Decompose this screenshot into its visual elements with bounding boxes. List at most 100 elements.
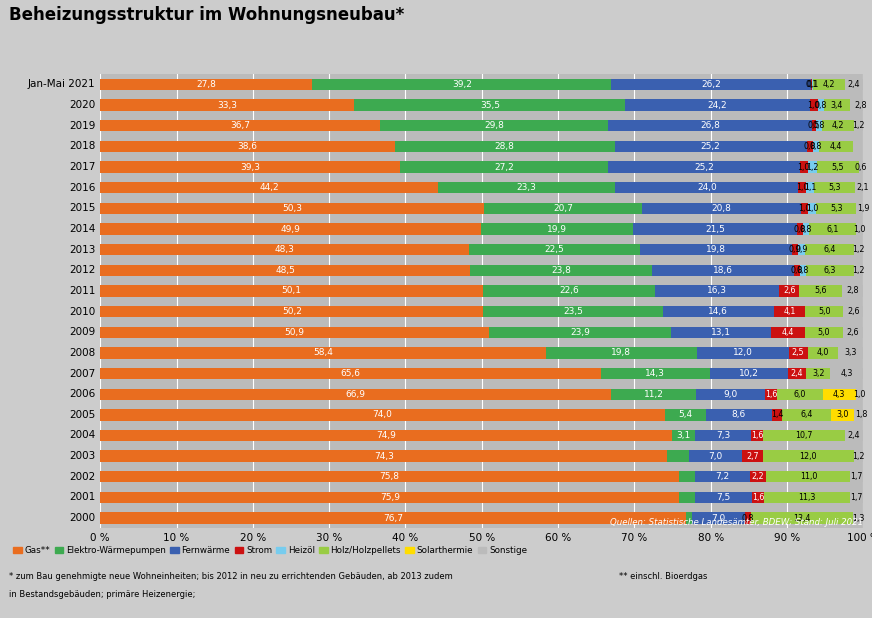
Bar bbox=[100, 347, 546, 358]
Bar bbox=[395, 141, 615, 152]
Text: 3,1: 3,1 bbox=[677, 431, 691, 440]
Bar bbox=[797, 223, 803, 235]
Bar bbox=[469, 244, 640, 255]
Bar bbox=[799, 244, 806, 255]
Bar bbox=[100, 182, 438, 193]
Bar bbox=[849, 99, 871, 111]
Bar bbox=[843, 306, 863, 317]
Text: 1,2: 1,2 bbox=[853, 245, 865, 254]
Bar bbox=[855, 223, 863, 235]
Bar bbox=[806, 182, 814, 193]
Text: 0,8: 0,8 bbox=[794, 224, 806, 234]
Bar bbox=[691, 512, 745, 523]
Text: 4,2: 4,2 bbox=[832, 121, 844, 130]
Text: 20,7: 20,7 bbox=[553, 204, 573, 213]
Text: 0,8: 0,8 bbox=[813, 121, 825, 130]
Bar bbox=[799, 286, 841, 297]
Bar bbox=[483, 306, 663, 317]
Text: 1,2: 1,2 bbox=[853, 266, 865, 275]
Text: 19,8: 19,8 bbox=[706, 245, 726, 254]
Text: 27,8: 27,8 bbox=[196, 80, 216, 89]
Text: 1,6: 1,6 bbox=[752, 493, 764, 502]
Bar bbox=[772, 409, 782, 420]
Bar bbox=[671, 326, 771, 338]
Text: 35,5: 35,5 bbox=[480, 101, 500, 109]
Bar bbox=[481, 223, 633, 235]
Bar bbox=[819, 141, 853, 152]
Bar bbox=[799, 182, 806, 193]
Text: 39,3: 39,3 bbox=[240, 163, 260, 172]
Bar bbox=[642, 203, 800, 214]
Text: 16,3: 16,3 bbox=[707, 287, 727, 295]
Text: 4,4: 4,4 bbox=[781, 328, 794, 337]
Bar bbox=[809, 223, 855, 235]
Text: 6,4: 6,4 bbox=[823, 245, 836, 254]
Text: 2,4: 2,4 bbox=[791, 369, 803, 378]
Text: 25,2: 25,2 bbox=[694, 163, 713, 172]
Bar bbox=[438, 182, 616, 193]
Text: 0,6: 0,6 bbox=[855, 163, 867, 172]
Text: 11,3: 11,3 bbox=[799, 493, 816, 502]
Bar bbox=[679, 492, 695, 503]
Text: 24,2: 24,2 bbox=[708, 101, 727, 109]
Text: 0,1: 0,1 bbox=[807, 80, 819, 89]
Bar bbox=[625, 99, 810, 111]
Text: 76,7: 76,7 bbox=[383, 514, 403, 523]
Text: 1,4: 1,4 bbox=[771, 410, 783, 420]
Bar bbox=[100, 161, 400, 173]
Bar bbox=[312, 79, 611, 90]
Bar bbox=[601, 368, 710, 379]
Text: 19,9: 19,9 bbox=[547, 224, 567, 234]
Bar bbox=[354, 99, 625, 111]
Bar bbox=[100, 286, 482, 297]
Bar bbox=[742, 451, 762, 462]
Bar bbox=[823, 389, 855, 400]
Text: 1,0: 1,0 bbox=[807, 101, 820, 109]
Text: 5,0: 5,0 bbox=[818, 307, 831, 316]
Bar bbox=[100, 265, 470, 276]
Bar bbox=[765, 389, 777, 400]
Text: 2,6: 2,6 bbox=[783, 287, 795, 295]
Text: 22,5: 22,5 bbox=[545, 245, 564, 254]
Text: 1,2: 1,2 bbox=[806, 163, 819, 172]
Bar bbox=[816, 120, 822, 132]
Text: 1,0: 1,0 bbox=[854, 390, 866, 399]
Bar bbox=[664, 409, 706, 420]
Text: 74,3: 74,3 bbox=[374, 452, 393, 460]
Bar bbox=[850, 471, 863, 483]
Bar bbox=[652, 265, 794, 276]
Text: 5,0: 5,0 bbox=[817, 328, 830, 337]
Text: 50,1: 50,1 bbox=[282, 287, 302, 295]
Bar bbox=[823, 99, 849, 111]
Text: 21,5: 21,5 bbox=[705, 224, 725, 234]
Text: 4,2: 4,2 bbox=[822, 80, 835, 89]
Bar bbox=[671, 430, 696, 441]
Bar bbox=[800, 265, 806, 276]
Bar bbox=[100, 306, 483, 317]
Text: 75,9: 75,9 bbox=[380, 493, 400, 502]
Bar bbox=[808, 203, 816, 214]
Text: 8,6: 8,6 bbox=[732, 410, 746, 420]
Text: 23,3: 23,3 bbox=[516, 183, 536, 192]
Text: 33,3: 33,3 bbox=[217, 101, 237, 109]
Text: 10,2: 10,2 bbox=[739, 369, 759, 378]
Text: 48,3: 48,3 bbox=[275, 245, 295, 254]
Bar bbox=[678, 471, 695, 483]
Bar bbox=[697, 347, 788, 358]
Text: 1,6: 1,6 bbox=[751, 431, 763, 440]
Text: 1,0: 1,0 bbox=[854, 224, 866, 234]
Text: 0,9: 0,9 bbox=[795, 245, 808, 254]
Text: 0,8: 0,8 bbox=[800, 224, 812, 234]
Text: 11,2: 11,2 bbox=[644, 390, 664, 399]
Text: 1,9: 1,9 bbox=[857, 204, 870, 213]
Bar bbox=[774, 306, 806, 317]
Text: 12,0: 12,0 bbox=[800, 452, 817, 460]
Bar bbox=[762, 451, 855, 462]
Text: 1,0: 1,0 bbox=[806, 204, 818, 213]
Bar bbox=[855, 409, 868, 420]
Text: 5,6: 5,6 bbox=[814, 287, 827, 295]
Bar bbox=[380, 120, 608, 132]
Bar bbox=[842, 326, 862, 338]
Bar bbox=[831, 409, 855, 420]
Text: 14,6: 14,6 bbox=[708, 307, 728, 316]
